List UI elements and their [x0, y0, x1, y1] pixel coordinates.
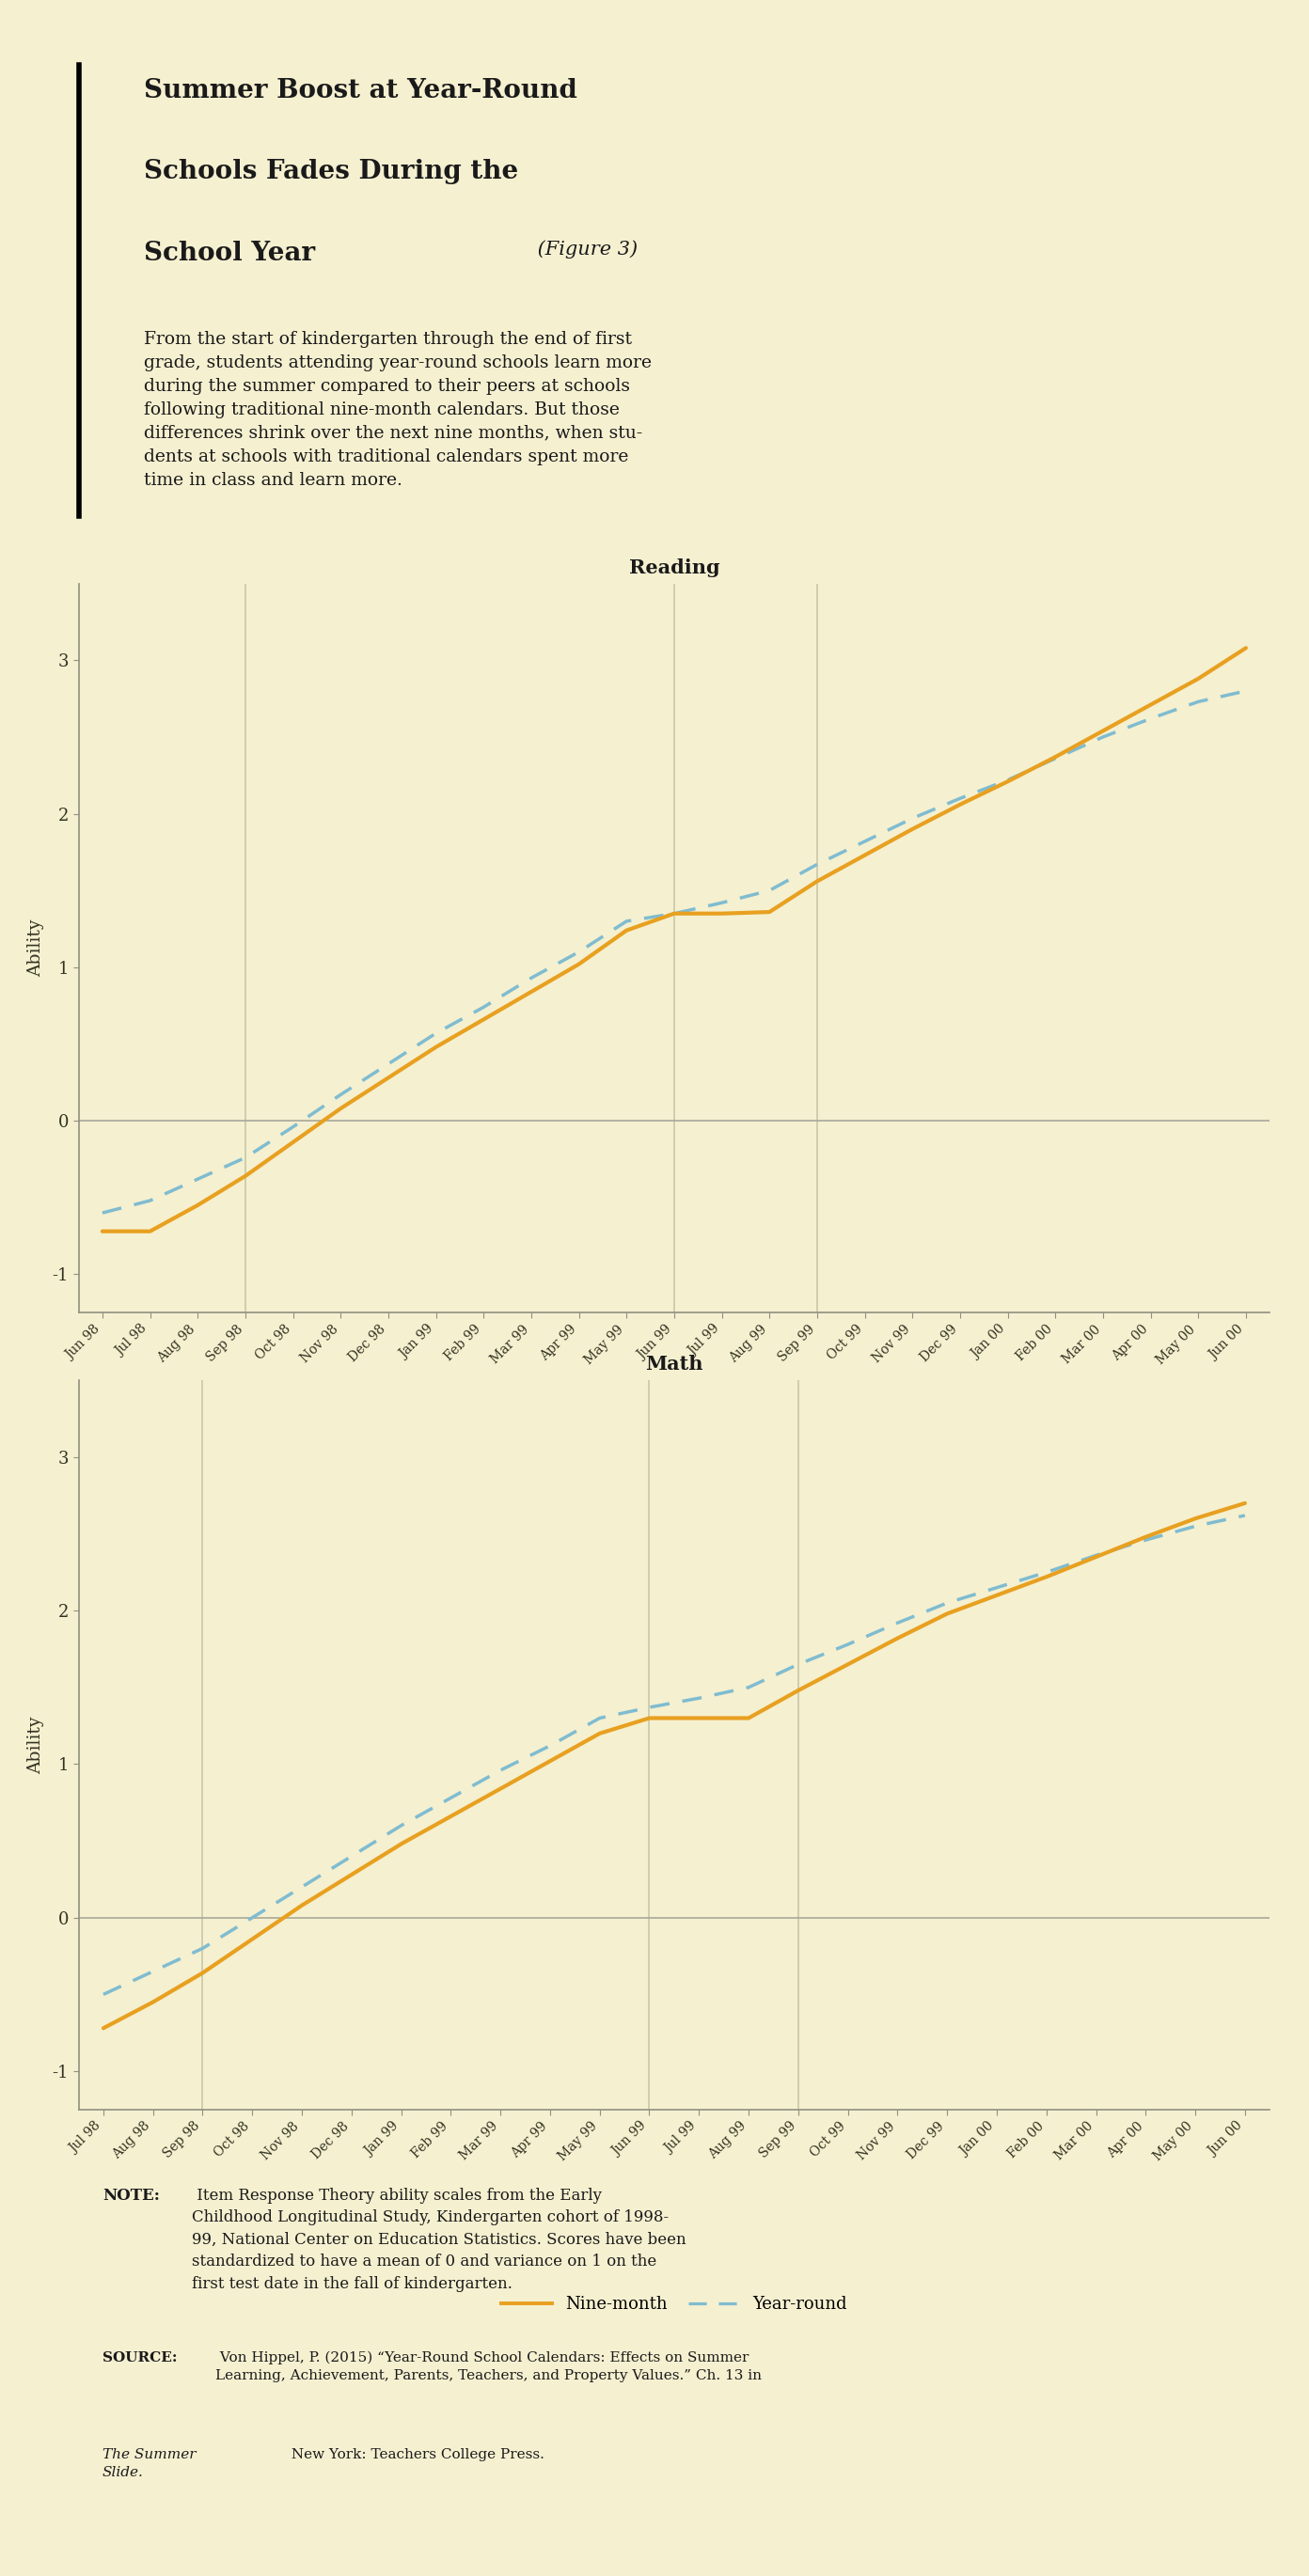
- Text: Von Hippel, P. (2015) “Year-Round School Calendars: Effects on Summer
Learning, : Von Hippel, P. (2015) “Year-Round School…: [216, 2352, 767, 2383]
- Title: Reading: Reading: [628, 559, 720, 577]
- Text: School Year: School Year: [144, 240, 315, 265]
- Legend: Nine-month, Year-round: Nine-month, Year-round: [495, 2290, 853, 2321]
- Text: New York: Teachers College Press.: New York: Teachers College Press.: [287, 2447, 545, 2460]
- Legend: Nine-month, Year-round: Nine-month, Year-round: [495, 1492, 853, 1522]
- Text: SOURCE:: SOURCE:: [102, 2352, 177, 2365]
- Y-axis label: Ability: Ability: [27, 1716, 45, 1775]
- Text: Summer Boost at Year-Round: Summer Boost at Year-Round: [144, 77, 577, 103]
- Text: Item Response Theory ability scales from the Early
Childhood Longitudinal Study,: Item Response Theory ability scales from…: [191, 2187, 686, 2293]
- Text: From the start of kindergarten through the end of first
grade, students attendin: From the start of kindergarten through t…: [144, 330, 652, 489]
- Title: Math: Math: [645, 1355, 703, 1373]
- Text: NOTE:: NOTE:: [102, 2187, 160, 2202]
- Y-axis label: Ability: Ability: [27, 920, 45, 976]
- Text: Schools Fades During the: Schools Fades During the: [144, 160, 518, 185]
- Text: The Summer
Slide.: The Summer Slide.: [102, 2447, 196, 2481]
- Text: (Figure 3): (Figure 3): [531, 240, 637, 260]
